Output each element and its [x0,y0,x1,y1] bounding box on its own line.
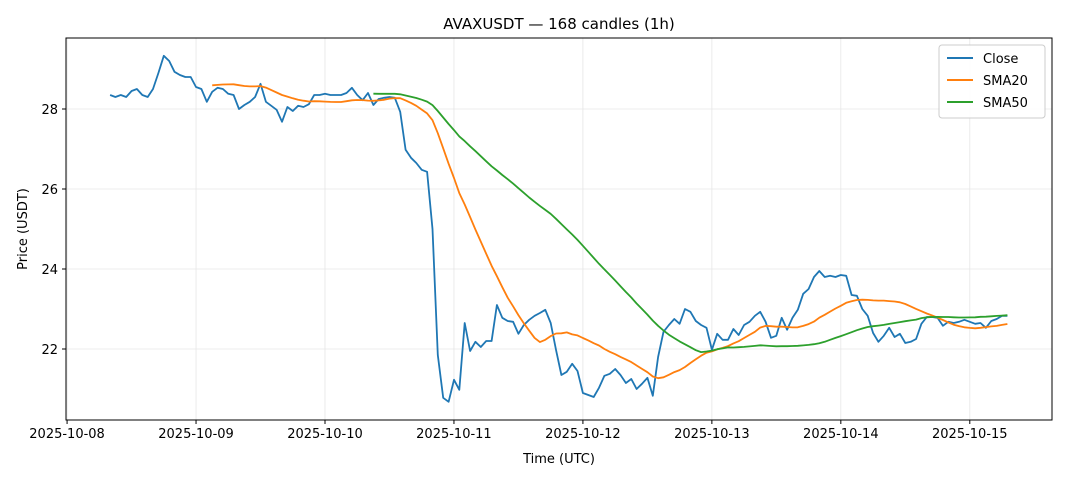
legend-label-sma50: SMA50 [983,96,1028,111]
x-tick-label: 2025-10-10 [287,427,363,442]
x-tick-label: 2025-10-15 [932,427,1008,442]
series-line-sma20 [212,83,1008,380]
x-axis-label: Time (UTC) [522,452,595,467]
y-tick-label: 24 [41,263,58,278]
y-axis-label: Price (USDT) [16,188,31,270]
y-tick-label: 28 [41,103,58,118]
chart-title: AVAXUSDT — 168 candles (1h) [443,15,675,33]
y-axis: 22 24 26 28 [41,103,66,358]
series-lines [109,54,1008,403]
legend-label-close: Close [983,52,1018,67]
plot-frame [65,37,1053,421]
y-tick-label: 22 [41,343,58,358]
legend-label-sma20: SMA20 [983,74,1028,89]
grid [66,38,1052,420]
x-tick-label: 2025-10-12 [545,427,621,442]
x-axis: 2025-10-08 2025-10-09 2025-10-10 2025-10-11… [29,420,1008,442]
series-line-sma50 [373,92,1008,353]
x-tick-label: 2025-10-14 [803,427,879,442]
y-tick-label: 26 [41,183,58,198]
x-tick-label: 2025-10-13 [674,427,750,442]
x-tick-label: 2025-10-11 [416,427,492,442]
x-tick-label: 2025-10-09 [158,427,234,442]
legend-box [938,44,1046,119]
x-tick-label: 2025-10-08 [29,427,105,442]
legend: Close SMA20 SMA50 [938,44,1046,119]
